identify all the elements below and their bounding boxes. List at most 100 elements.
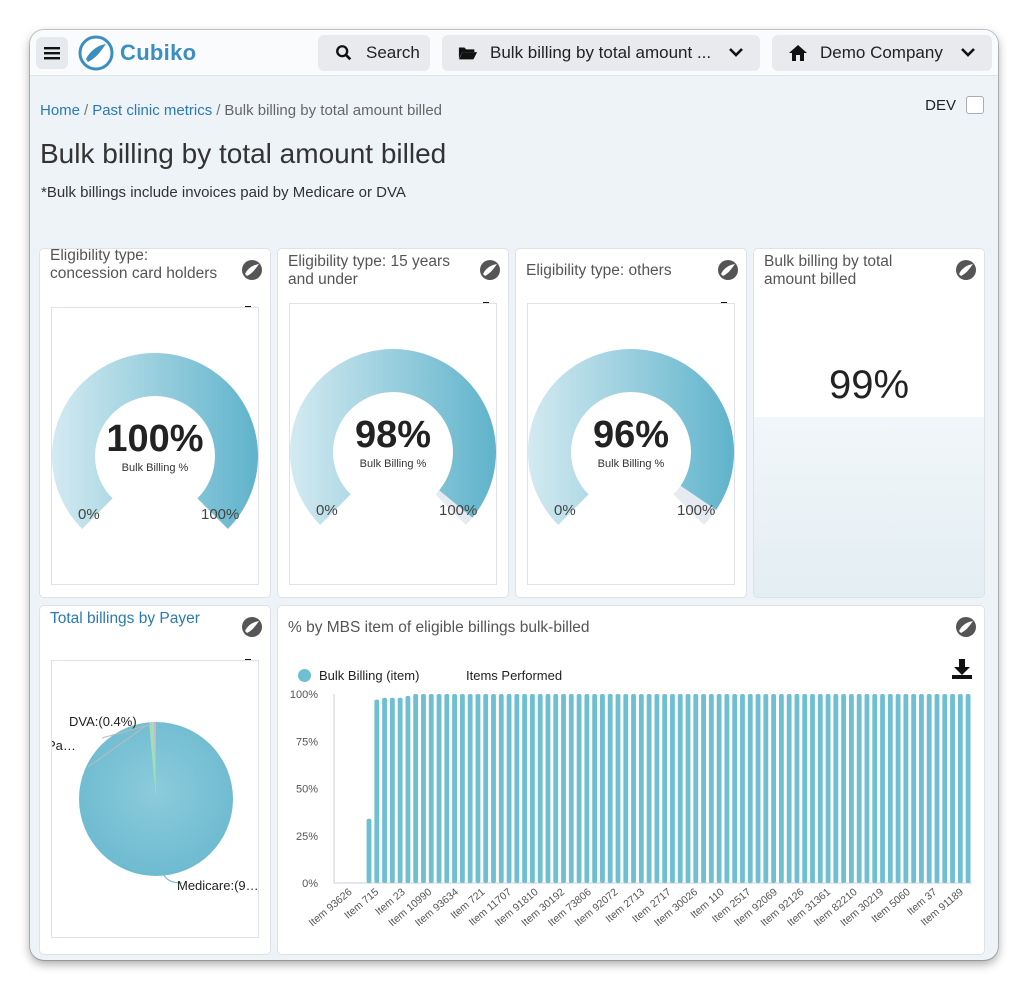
bar[interactable]	[825, 694, 831, 883]
bar[interactable]	[389, 697, 395, 883]
bar[interactable]	[887, 694, 893, 883]
bar[interactable]	[475, 694, 481, 883]
cubiko-badge-icon[interactable]	[955, 616, 977, 638]
bar[interactable]	[623, 694, 629, 883]
bar[interactable]	[732, 694, 738, 883]
dev-toggle[interactable]: DEV	[925, 96, 984, 114]
bar[interactable]	[740, 694, 745, 883]
bar[interactable]	[942, 694, 948, 883]
legend-bulk-billing[interactable]: Bulk Billing (item)	[298, 668, 419, 683]
bar[interactable]	[498, 694, 504, 883]
bar[interactable]	[957, 694, 963, 883]
bar[interactable]	[506, 694, 512, 883]
report-selector[interactable]: Bulk billing by total amount ...	[442, 35, 760, 71]
bar[interactable]	[810, 694, 815, 883]
bar[interactable]	[926, 694, 932, 883]
bar[interactable]	[934, 694, 940, 883]
bar[interactable]	[950, 694, 955, 883]
bar[interactable]	[771, 694, 777, 883]
bar[interactable]	[708, 694, 714, 883]
y-tick-label: 0%	[302, 878, 318, 890]
breadcrumb-section[interactable]: Past clinic metrics	[92, 102, 213, 119]
bar[interactable]	[677, 694, 683, 883]
bar[interactable]	[919, 694, 924, 883]
bar[interactable]	[794, 694, 800, 883]
legend-items-performed[interactable]: Items Performed	[466, 668, 562, 683]
bar[interactable]	[366, 818, 372, 883]
bar[interactable]	[911, 694, 917, 883]
bar[interactable]	[459, 694, 465, 883]
cubiko-badge-icon[interactable]	[241, 259, 263, 281]
bar[interactable]	[405, 695, 411, 883]
bar[interactable]	[701, 694, 706, 883]
bar[interactable]	[903, 694, 909, 883]
bar[interactable]	[833, 694, 839, 883]
bar[interactable]	[670, 694, 675, 883]
bar[interactable]	[428, 694, 434, 883]
bar[interactable]	[872, 694, 878, 883]
bar[interactable]	[374, 699, 380, 883]
bar[interactable]	[615, 694, 621, 883]
menu-button[interactable]	[36, 37, 68, 69]
bar[interactable]	[895, 694, 901, 883]
bar[interactable]	[778, 694, 784, 883]
bar[interactable]	[436, 694, 442, 883]
cubiko-badge-icon[interactable]	[479, 259, 501, 281]
bar[interactable]	[747, 694, 753, 883]
bar[interactable]	[522, 694, 528, 883]
bar[interactable]	[537, 694, 543, 883]
bar[interactable]	[638, 694, 644, 883]
bar[interactable]	[864, 694, 870, 883]
download-icon[interactable]	[951, 658, 973, 680]
pie-slice-dva[interactable]	[154, 721, 156, 799]
bar[interactable]	[545, 694, 551, 883]
bar[interactable]	[841, 694, 847, 883]
bar[interactable]	[763, 694, 769, 883]
bar[interactable]	[444, 694, 450, 883]
bar[interactable]	[802, 694, 808, 883]
bar[interactable]	[467, 694, 473, 883]
bar[interactable]	[592, 694, 598, 883]
bar[interactable]	[553, 694, 559, 883]
bar[interactable]	[716, 694, 722, 883]
bar[interactable]	[817, 694, 823, 883]
bar[interactable]	[631, 694, 636, 883]
pie-slice-pa[interactable]	[149, 722, 156, 799]
bar[interactable]	[654, 694, 660, 883]
bar[interactable]	[880, 694, 885, 883]
bar[interactable]	[600, 694, 605, 883]
bar[interactable]	[646, 694, 652, 883]
bar[interactable]	[607, 694, 613, 883]
bar[interactable]	[965, 694, 971, 883]
company-selector[interactable]: Demo Company	[772, 35, 992, 71]
bar[interactable]	[483, 694, 489, 883]
cubiko-badge-icon[interactable]	[955, 259, 977, 281]
breadcrumb-home[interactable]: Home	[40, 102, 81, 119]
bar[interactable]	[755, 694, 761, 883]
bar[interactable]	[662, 694, 668, 883]
dev-checkbox[interactable]	[966, 96, 984, 114]
bar[interactable]	[413, 694, 419, 883]
bar[interactable]	[561, 694, 566, 883]
gauge-card-concession: Eligibility type: concession card holder…	[39, 248, 271, 598]
bar[interactable]	[382, 697, 387, 883]
bar[interactable]	[421, 694, 426, 883]
bar[interactable]	[529, 694, 535, 883]
cubiko-badge-icon[interactable]	[241, 616, 263, 638]
bar[interactable]	[397, 697, 403, 883]
bar[interactable]	[452, 694, 458, 883]
search-button[interactable]: Search	[318, 35, 430, 71]
bar[interactable]	[576, 694, 582, 883]
bar[interactable]	[724, 694, 730, 883]
bar[interactable]	[584, 694, 590, 883]
bar[interactable]	[693, 694, 699, 883]
app-logo[interactable]: Cubiko	[78, 35, 196, 71]
cubiko-badge-icon[interactable]	[717, 259, 739, 281]
bar[interactable]	[568, 694, 574, 883]
bar[interactable]	[848, 694, 854, 883]
bar[interactable]	[491, 694, 496, 883]
bar[interactable]	[514, 694, 520, 883]
bar[interactable]	[786, 694, 792, 883]
bar[interactable]	[685, 694, 691, 883]
bar[interactable]	[856, 694, 862, 883]
